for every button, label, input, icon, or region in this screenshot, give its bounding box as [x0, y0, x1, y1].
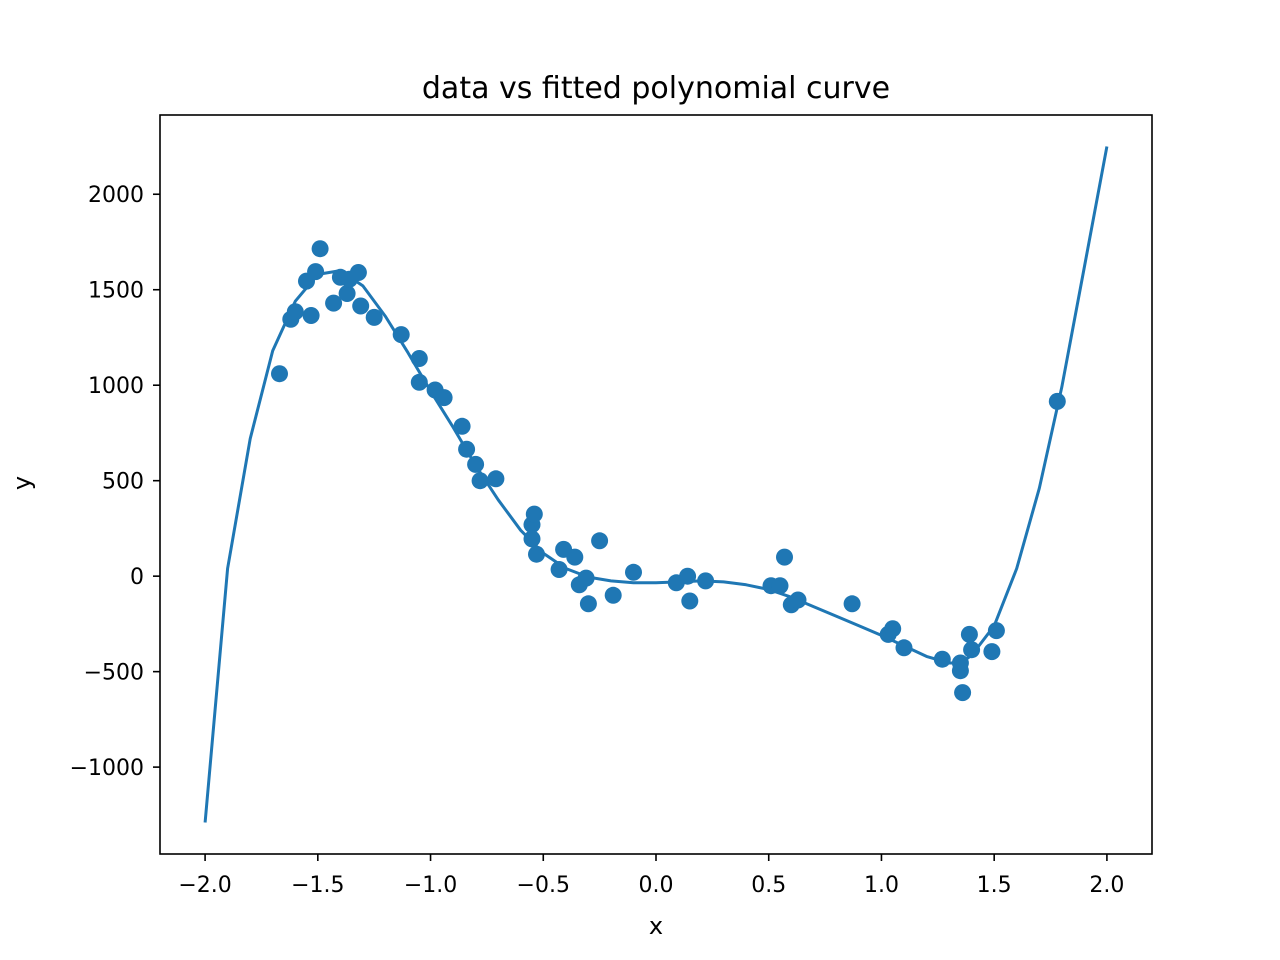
- x-tick-label: 0.0: [639, 873, 674, 898]
- x-axis-label: x: [649, 912, 663, 940]
- data-point: [884, 620, 902, 638]
- y-tick-label: −1000: [70, 756, 144, 781]
- y-tick-label: 0: [130, 565, 144, 590]
- data-point: [550, 561, 568, 578]
- y-tick-label: −500: [84, 661, 144, 686]
- x-tick-label: −1.5: [291, 873, 344, 898]
- data-point: [471, 472, 489, 490]
- data-point: [987, 622, 1005, 640]
- data-point: [566, 548, 584, 566]
- data-point: [960, 625, 978, 643]
- data-point: [523, 530, 541, 548]
- y-tick-label: 500: [102, 470, 144, 495]
- data-point: [352, 297, 370, 315]
- x-tick-label: 2.0: [1089, 873, 1124, 898]
- data-point: [789, 591, 807, 609]
- data-point: [410, 373, 428, 391]
- chart-title: data vs fitted polynomial curve: [422, 71, 890, 106]
- data-point: [453, 417, 471, 435]
- y-tick-label: 1000: [88, 374, 144, 399]
- data-point: [604, 586, 622, 604]
- y-tick-label: 1500: [88, 279, 144, 304]
- x-tick-label: 1.5: [977, 873, 1012, 898]
- x-tick-label: 0.5: [751, 873, 786, 898]
- data-point: [579, 595, 597, 613]
- data-point: [392, 326, 410, 344]
- data-point: [954, 684, 972, 702]
- y-axis-label: y: [8, 476, 36, 490]
- data-point: [271, 365, 288, 383]
- x-tick-label: 1.0: [864, 873, 899, 898]
- data-point: [458, 440, 476, 458]
- data-point: [983, 643, 1001, 661]
- data-point: [325, 294, 343, 312]
- data-point: [302, 307, 320, 324]
- x-tick-label: −0.5: [517, 873, 570, 898]
- data-point: [771, 577, 789, 595]
- plot-area: −2.0 −1.5 −1.0 −0.5 0.0 0.5 1.0 1.5 2.0 −1000 −500…: [70, 114, 1153, 898]
- data-point: [951, 654, 969, 672]
- data-point: [311, 240, 329, 258]
- data-point: [338, 285, 356, 302]
- data-point: [307, 263, 325, 281]
- data-point: [679, 567, 697, 585]
- data-point: [625, 563, 642, 581]
- x-tick-label: −1.0: [404, 873, 457, 898]
- data-point: [365, 308, 383, 326]
- data-point: [681, 592, 699, 610]
- data-point: [591, 532, 609, 550]
- data-point: [435, 389, 453, 407]
- data-point: [286, 303, 304, 321]
- data-point: [577, 569, 595, 587]
- data-point: [467, 455, 485, 473]
- data-point: [410, 350, 428, 367]
- data-point: [933, 650, 951, 668]
- data-point: [895, 639, 913, 657]
- data-point: [525, 505, 543, 523]
- x-tick-label: −2.0: [178, 873, 231, 898]
- data-point: [963, 641, 981, 659]
- data-point: [776, 548, 793, 566]
- data-point: [843, 595, 861, 613]
- y-tick-label: 2000: [88, 183, 144, 208]
- data-point: [487, 470, 505, 488]
- data-point: [528, 545, 545, 563]
- data-point: [1048, 392, 1066, 410]
- data-point: [349, 264, 367, 281]
- data-point: [697, 572, 715, 590]
